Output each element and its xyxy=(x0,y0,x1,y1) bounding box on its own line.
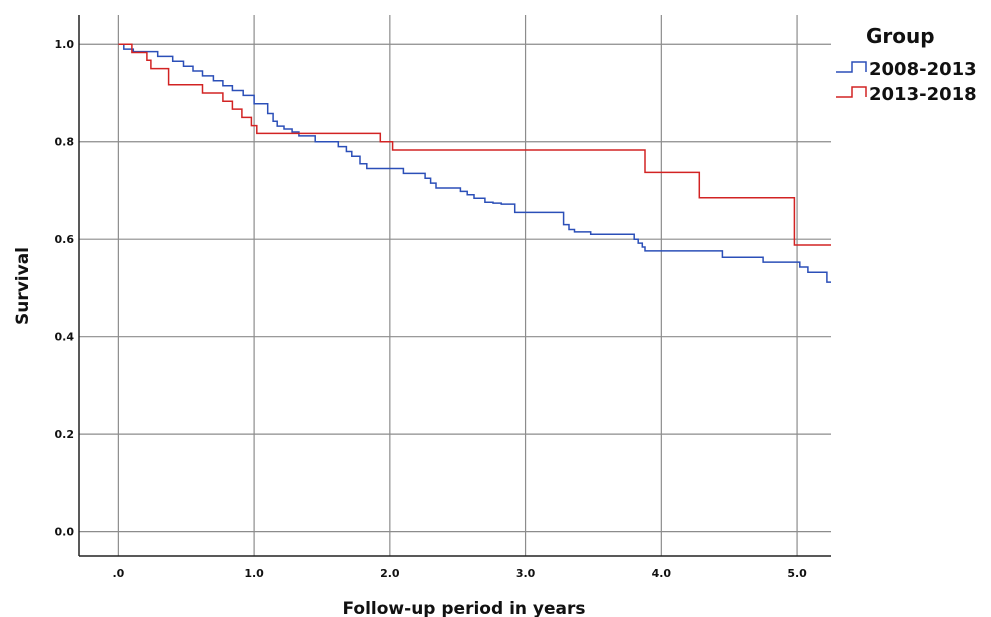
y-axis-title: Survival xyxy=(13,247,33,325)
x-tick-label-3: 3.0 xyxy=(516,567,536,580)
y-tick-label-4: 0.8 xyxy=(55,136,75,149)
x-axis-title: Follow-up period in years xyxy=(343,599,586,617)
legend-symbol-0 xyxy=(836,61,867,73)
y-tick-label-3: 0.6 xyxy=(55,233,75,246)
x-tick-label-2: 2.0 xyxy=(380,567,400,580)
legend-label-1: 2013-2018 xyxy=(869,84,977,105)
x-tick-label-0: .0 xyxy=(112,567,124,580)
y-tick-label-5: 1.0 xyxy=(55,38,75,51)
series-line-1 xyxy=(118,43,831,246)
y-tick-label-0: 0.0 xyxy=(55,526,75,539)
series-line-0 xyxy=(118,43,831,283)
x-tick-label-5: 5.0 xyxy=(787,567,807,580)
y-tick-label-2: 0.4 xyxy=(55,331,75,344)
legend: Group 2008-2013 2013-2018 xyxy=(836,24,977,105)
grid-lines xyxy=(79,15,831,556)
x-tick-label-1: 1.0 xyxy=(244,567,264,580)
legend-items: 2008-2013 2013-2018 xyxy=(836,59,977,105)
legend-symbol-1 xyxy=(836,86,867,98)
survival-curves xyxy=(118,43,831,283)
x-tick-label-4: 4.0 xyxy=(652,567,672,580)
legend-title: Group xyxy=(866,24,935,48)
legend-label-0: 2008-2013 xyxy=(869,59,977,80)
y-tick-label-1: 0.2 xyxy=(55,428,75,441)
axes xyxy=(78,15,831,557)
tick-labels: .0 1.0 2.0 3.0 4.0 5.0 0.0 0.2 0.4 0.6 0.8 1.0 xyxy=(55,38,808,580)
